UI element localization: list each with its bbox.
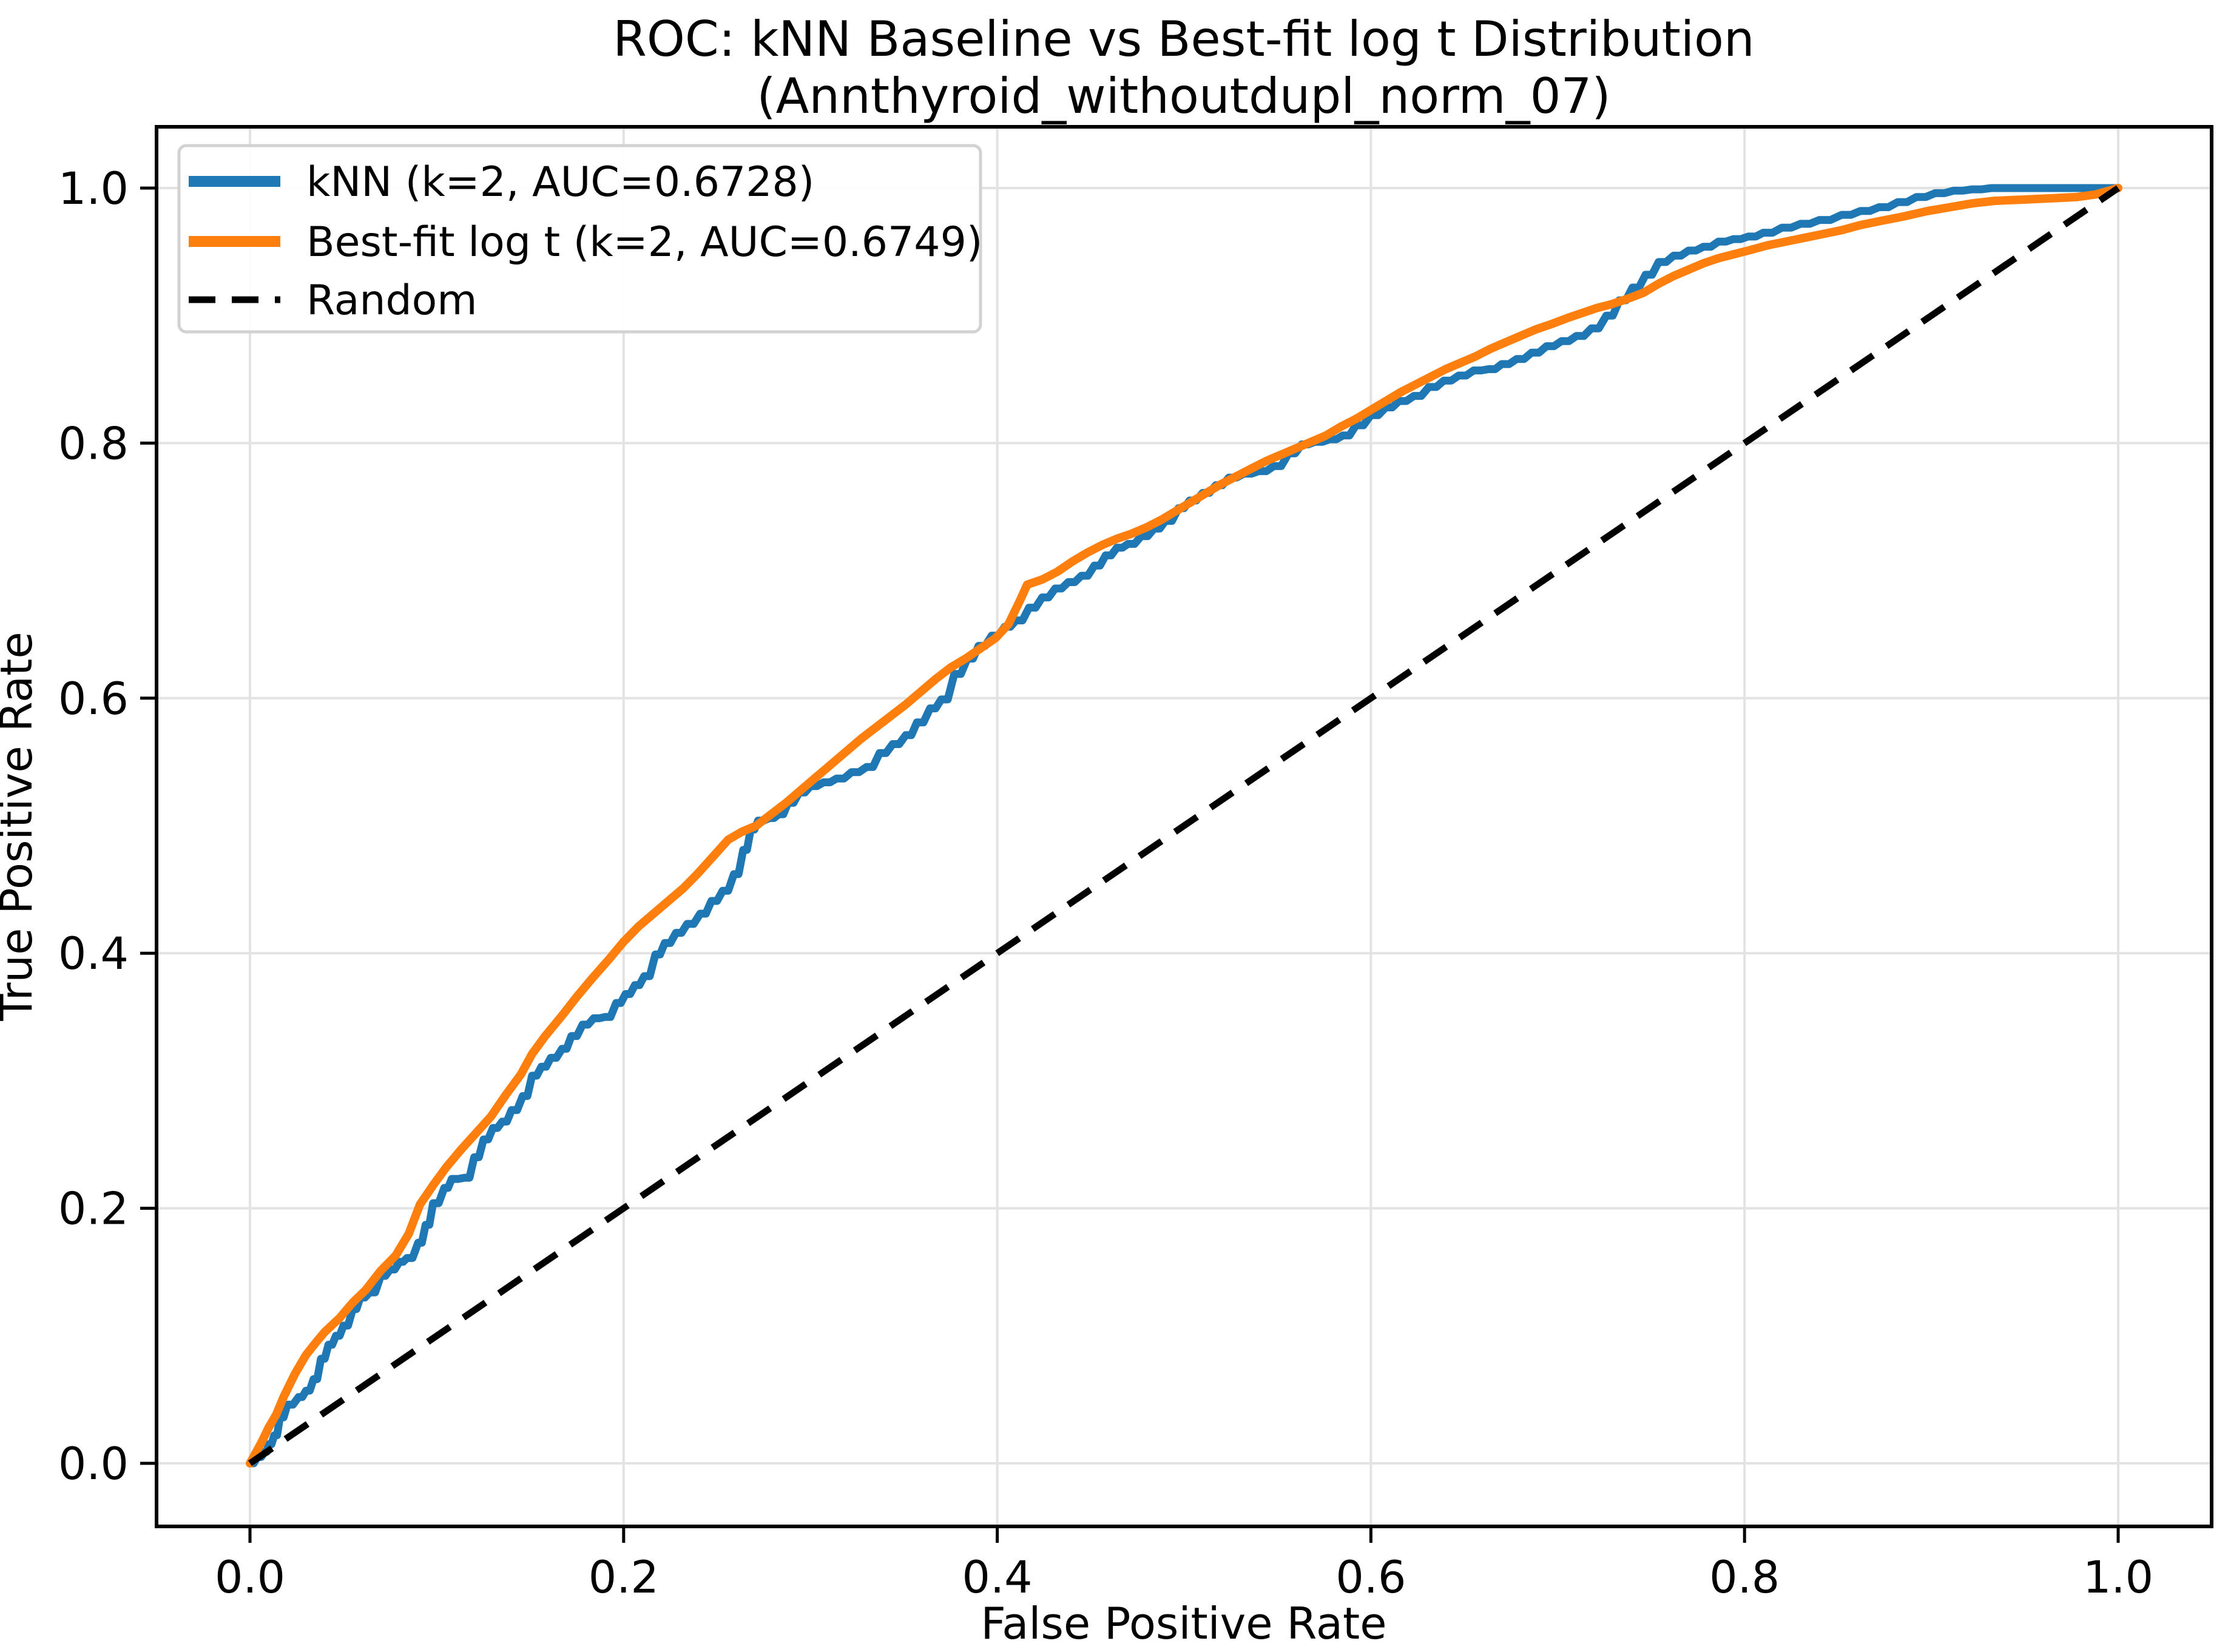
legend: kNN (k=2, AUC=0.6728) Best-fit log t (k=… <box>177 144 982 334</box>
y-tick-label: 0.0 <box>58 1438 129 1490</box>
gridlines <box>157 127 2212 1526</box>
plot-spines <box>155 125 2213 1528</box>
data-series <box>246 184 2122 1468</box>
series-random <box>248 185 2121 1466</box>
y-tick-label: 0.2 <box>58 1184 129 1235</box>
series-best-fit-log-t <box>246 184 2122 1468</box>
legend-label-logt: Best-fit log t (k=2, AUC=0.6749) <box>306 218 982 266</box>
y-tick-label: 1.0 <box>58 163 129 215</box>
x-tick-label: 0.6 <box>1335 1552 1406 1603</box>
x-tick-label: 0.8 <box>1709 1552 1780 1603</box>
x-axis-label: False Positive Rate <box>981 1598 1386 1649</box>
legend-label-random: Random <box>306 277 478 325</box>
legend-box <box>177 144 982 334</box>
y-tick-label: 0.4 <box>58 928 129 980</box>
x-tick-label: 0.2 <box>589 1552 659 1603</box>
legend-label-knn: kNN (k=2, AUC=0.6728) <box>306 158 814 206</box>
y-tick-label: 0.6 <box>58 673 129 725</box>
chart-title-line2: (Annthyroid_withoutdupl_norm_07) <box>757 68 1610 124</box>
y-tick-label: 0.8 <box>58 418 129 470</box>
x-tick-label: 1.0 <box>2083 1552 2153 1603</box>
x-tick-label: 0.0 <box>215 1552 285 1603</box>
axis-ticks: 0.0 0.2 0.4 0.6 0.8 1.0 0.0 0.2 0.4 0.6 0.8 1.0 <box>58 163 2153 1603</box>
x-tick-label: 0.4 <box>962 1552 1033 1603</box>
chart-title-line1: ROC: kNN Baseline vs Best-fit log t Dist… <box>613 11 1754 67</box>
y-axis-label: True Positive Rate <box>0 632 42 1021</box>
